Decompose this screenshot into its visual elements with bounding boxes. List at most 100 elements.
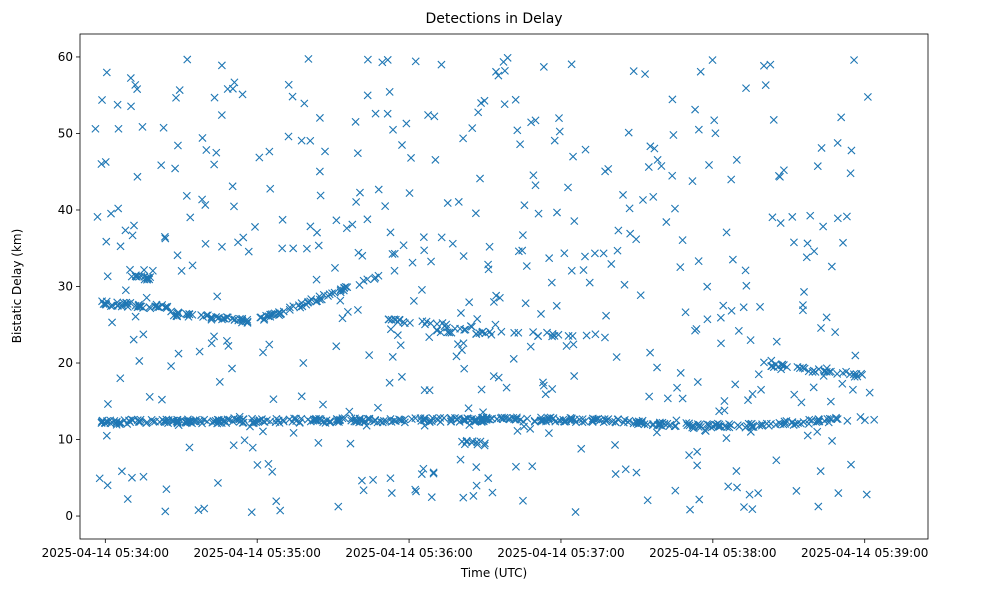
detection-point <box>142 293 151 302</box>
y-tick-label: 60 <box>58 50 73 64</box>
detection-point <box>513 426 522 435</box>
detection-point <box>681 308 690 317</box>
detection-point <box>387 315 396 324</box>
detection-point <box>870 415 879 424</box>
detection-point <box>492 291 501 300</box>
detection-point <box>121 286 130 295</box>
detection-point <box>722 228 731 237</box>
detection-point <box>213 292 222 301</box>
detection-point <box>114 204 123 213</box>
detection-point <box>220 416 229 425</box>
detection-point <box>374 271 383 280</box>
detection-point <box>333 417 342 426</box>
detection-point <box>424 111 433 120</box>
detection-point <box>530 416 539 425</box>
detection-point <box>417 285 426 294</box>
detection-point <box>562 342 571 351</box>
detection-point <box>611 470 620 479</box>
detection-point <box>139 330 148 339</box>
detection-point <box>244 247 253 256</box>
detection-point <box>500 66 509 75</box>
x-tick-label: 2025-04-14 05:36:00 <box>345 546 472 560</box>
detection-point <box>418 317 427 326</box>
detection-point <box>224 341 233 350</box>
detection-point <box>429 469 438 478</box>
detection-point <box>489 297 498 306</box>
detection-point <box>477 385 486 394</box>
detection-point <box>539 416 548 425</box>
detection-point <box>625 204 634 213</box>
detection-point <box>662 218 671 227</box>
detection-point <box>304 54 313 63</box>
detection-point <box>255 153 264 162</box>
detection-point <box>447 328 456 337</box>
detection-point <box>396 341 405 350</box>
detection-point <box>265 147 274 156</box>
y-tick-label: 0 <box>65 509 73 523</box>
detection-point <box>502 383 511 392</box>
detection-point <box>819 371 828 380</box>
detection-point <box>378 58 387 67</box>
detection-point <box>520 422 529 431</box>
detection-point <box>133 85 142 94</box>
detection-point <box>115 420 124 428</box>
detection-point <box>497 413 506 422</box>
detection-point <box>494 373 503 382</box>
detection-point <box>131 312 140 321</box>
detection-point <box>710 116 719 125</box>
detection-point <box>518 231 527 240</box>
detection-point <box>810 247 819 256</box>
detection-point <box>645 392 654 401</box>
detection-point <box>123 299 132 308</box>
detection-point <box>459 252 468 261</box>
detection-point <box>390 266 399 275</box>
detection-point <box>693 378 702 387</box>
detection-point <box>700 426 709 435</box>
detection-point <box>386 228 395 237</box>
detection-point <box>485 242 494 251</box>
detection-point <box>102 237 111 246</box>
detection-point <box>314 438 323 447</box>
detection-point <box>476 174 485 183</box>
detection-point <box>459 416 468 425</box>
detection-point <box>865 388 874 397</box>
detection-point <box>567 60 576 69</box>
detection-point <box>388 352 397 361</box>
detection-point <box>578 418 587 427</box>
detection-point <box>123 494 132 503</box>
detection-point <box>127 102 136 111</box>
detection-point <box>420 246 429 255</box>
detection-point <box>315 167 324 176</box>
detection-point <box>103 400 112 408</box>
detection-point <box>260 314 269 323</box>
detection-point <box>140 272 149 281</box>
detection-point <box>611 440 620 449</box>
detection-point <box>381 202 390 211</box>
detection-point <box>827 415 836 424</box>
detection-point <box>822 364 831 373</box>
detection-point <box>182 191 191 200</box>
detection-point <box>511 95 520 104</box>
detection-point <box>460 364 469 373</box>
detection-point <box>127 473 136 482</box>
detection-point <box>133 172 142 181</box>
detection-point <box>186 213 195 222</box>
detection-point <box>833 214 842 223</box>
detection-point <box>514 247 523 256</box>
detection-point <box>707 423 716 432</box>
detection-point <box>427 493 436 502</box>
detection-point <box>192 415 200 424</box>
detection-point <box>533 332 542 341</box>
detection-point <box>808 367 817 376</box>
detection-point <box>97 418 106 427</box>
detection-point <box>140 275 149 284</box>
detection-point <box>102 300 111 309</box>
detection-point <box>839 238 847 247</box>
detection-point <box>402 119 411 128</box>
detection-point <box>774 171 783 180</box>
detection-point <box>491 320 500 329</box>
detection-point <box>473 440 482 449</box>
detection-point <box>703 282 712 291</box>
x-tick-label: 2025-04-14 05:38:00 <box>649 546 776 560</box>
detection-point <box>669 131 678 140</box>
